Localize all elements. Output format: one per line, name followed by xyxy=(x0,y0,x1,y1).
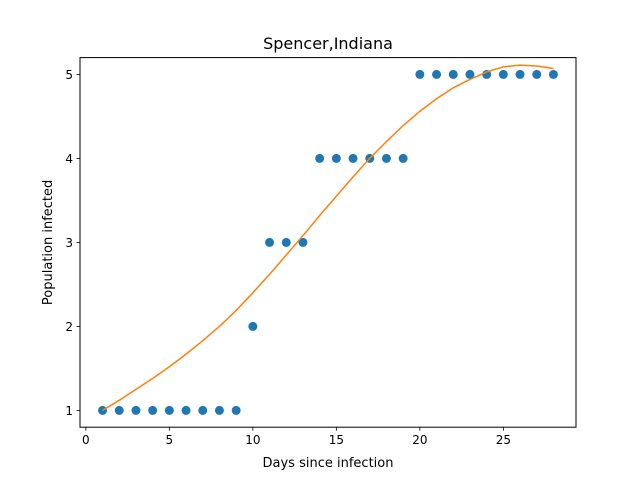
y-tick-label: 1 xyxy=(65,404,73,418)
data-point xyxy=(315,153,325,163)
data-point xyxy=(331,153,341,163)
y-tick-label: 3 xyxy=(65,236,73,250)
data-point xyxy=(164,405,174,415)
x-tick-label: 10 xyxy=(245,433,260,447)
data-point xyxy=(515,69,525,79)
x-tick-label: 0 xyxy=(82,433,90,447)
data-point xyxy=(265,237,275,247)
y-axis-label: Population infected xyxy=(41,180,56,305)
data-point xyxy=(432,69,442,79)
data-point xyxy=(498,69,508,79)
x-tick-label: 25 xyxy=(496,433,511,447)
data-point xyxy=(348,153,358,163)
data-point xyxy=(148,405,158,415)
chart-title: Spencer,Indiana xyxy=(263,34,393,53)
data-point xyxy=(181,405,191,415)
data-point xyxy=(415,69,425,79)
data-point xyxy=(214,405,224,415)
data-point xyxy=(381,153,391,163)
plot-marks xyxy=(98,64,558,415)
y-tick-label: 4 xyxy=(65,152,73,166)
data-point xyxy=(298,237,308,247)
data-point xyxy=(131,405,141,415)
x-tick-label: 5 xyxy=(166,433,174,447)
data-point xyxy=(198,405,208,415)
data-point xyxy=(114,405,124,415)
y-tick-label: 2 xyxy=(65,320,73,334)
fit-curve xyxy=(102,64,554,412)
y-tick-label: 5 xyxy=(65,68,73,82)
data-point xyxy=(465,69,475,79)
data-point xyxy=(248,321,258,331)
data-point xyxy=(532,69,542,79)
data-point xyxy=(398,153,408,163)
data-point xyxy=(231,405,241,415)
x-axis: 0 5 10 15 20 25 xyxy=(82,427,511,447)
x-tick-label: 20 xyxy=(412,433,427,447)
data-point xyxy=(281,237,291,247)
x-tick-label: 15 xyxy=(329,433,344,447)
y-axis: 1 2 3 4 5 xyxy=(65,68,80,418)
data-point xyxy=(548,69,558,79)
data-point xyxy=(448,69,458,79)
x-axis-label: Days since infection xyxy=(263,456,394,471)
